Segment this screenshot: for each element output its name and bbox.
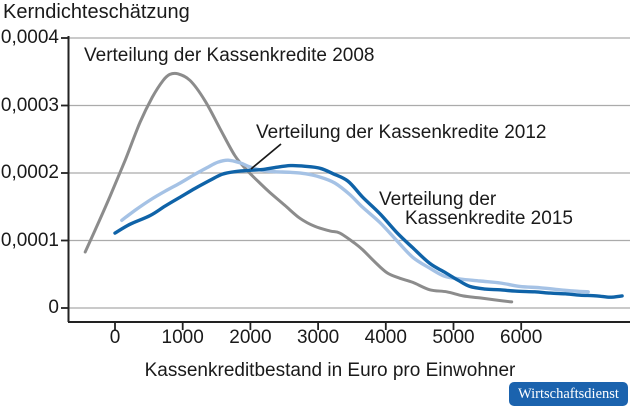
x-tick-label-3000: 3000 bbox=[296, 327, 340, 348]
y-tick-label-0,0003: 0,0003 bbox=[0, 94, 59, 116]
curve-2008 bbox=[83, 71, 514, 304]
x-tick-label-6000: 6000 bbox=[500, 327, 543, 348]
annotation-series-2012: Verteilung der Kassenkredite 2012 bbox=[256, 122, 547, 143]
x-axis-title: Kassenkreditbestand in Euro pro Einwohne… bbox=[144, 360, 516, 381]
y-tick-label-0: 0 bbox=[48, 297, 59, 318]
y-tick-label-0,0002: 0,0002 bbox=[0, 162, 59, 183]
annotation-2012-leader-line bbox=[250, 143, 282, 170]
chart-title: Kerndichteschätzung bbox=[3, 1, 190, 23]
curve-2012 bbox=[120, 158, 590, 294]
x-tick-label-1000: 1000 bbox=[161, 327, 204, 348]
y-tick-label-0,0004: 0,0004 bbox=[0, 27, 59, 48]
annotation-series-2008: Verteilung der Kassenkredite 2008 bbox=[84, 45, 375, 66]
annotation-series-2015-line2: Kassenkredite 2015 bbox=[405, 208, 573, 229]
wirtschaftsdienst-badge: Wirtschaftsdienst bbox=[509, 382, 628, 406]
x-tick-label-5000: 5000 bbox=[432, 327, 475, 348]
curve-2015 bbox=[113, 163, 624, 299]
x-tick-label-0: 0 bbox=[109, 327, 121, 348]
x-tick-label-4000: 4000 bbox=[364, 327, 407, 348]
y-tick-label-0,0001: 0,0001 bbox=[0, 229, 59, 251]
annotation-series-2015: Verteilung der Kassenkredite 2015 bbox=[379, 190, 573, 228]
annotation-series-2015-line1: Verteilung der bbox=[379, 189, 497, 210]
x-tick-label-2000: 2000 bbox=[229, 327, 272, 348]
